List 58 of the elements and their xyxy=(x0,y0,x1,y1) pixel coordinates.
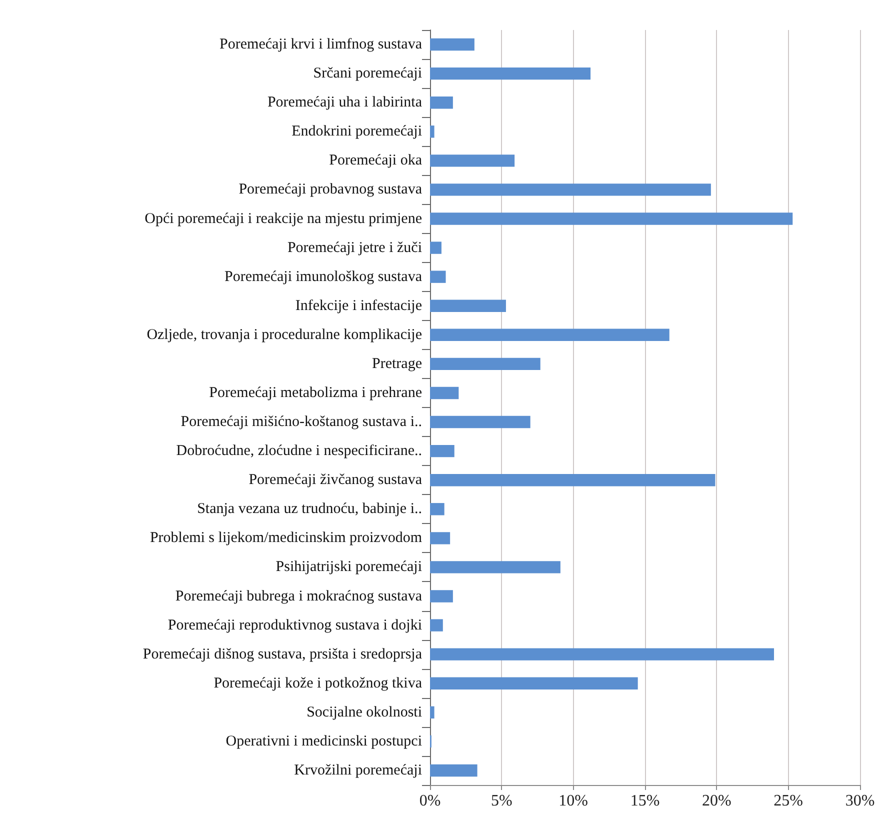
bar xyxy=(430,444,454,458)
bar xyxy=(430,67,591,80)
bar xyxy=(430,358,540,370)
bar xyxy=(430,270,446,283)
bar xyxy=(430,561,560,574)
bar xyxy=(430,96,453,109)
y-tick-label: Psihijatrijski poremećaji xyxy=(276,559,422,576)
y-tick-label: Poremećaji oka xyxy=(329,152,422,169)
y-tick-label: Poremećaji živčanog sustava xyxy=(248,472,422,488)
y-tick-label: Infekcije i infestacije xyxy=(295,298,422,314)
bar xyxy=(430,677,638,690)
y-tick-label: Operativni i medicinski postupci xyxy=(226,733,422,750)
y-tick-label: Endokrini poremećaji xyxy=(292,124,422,140)
y-tick-label: Krvožilni poremećaji xyxy=(294,762,422,778)
y-tick-label: Dobroćudne, zloćudne i nespecificirane.. xyxy=(176,443,422,460)
bar xyxy=(430,474,716,486)
x-tick-label: 5% xyxy=(491,792,512,810)
x-tick-label: 25% xyxy=(774,792,803,810)
bar xyxy=(430,154,515,167)
y-tick-label: Poremećaji kože i potkožnog tkiva xyxy=(214,675,422,692)
y-tick-label: Poremećaji probavnog sustava xyxy=(238,182,422,198)
bar xyxy=(430,503,444,516)
bar xyxy=(430,212,793,225)
bar xyxy=(430,300,506,312)
y-tick-label: Poremećaji jetre i žuči xyxy=(287,240,422,256)
x-tick-label: 20% xyxy=(702,792,732,810)
y-tick-label: Poremećaji reproduktivnog sustava i dojki xyxy=(168,617,422,634)
y-tick-label: Poremećaji imunološkog sustava xyxy=(224,268,422,285)
x-tick-label: 30% xyxy=(845,792,875,810)
bar xyxy=(430,328,670,341)
y-tick-label: Socijalne okolnosti xyxy=(306,704,422,720)
y-tick-label: Poremećaji metabolizma i prehrane xyxy=(209,384,422,401)
y-tick-label: Poremećaji mišićno-koštanog sustava i.. xyxy=(180,414,422,430)
bar xyxy=(430,386,459,400)
bar xyxy=(430,590,453,602)
bar xyxy=(430,619,443,632)
x-tick-label: 0% xyxy=(419,792,441,810)
y-tick-label: Problemi s lijekom/medicinskim proizvodom xyxy=(150,530,422,546)
y-tick-label: Pretrage xyxy=(372,356,422,372)
y-tick-label: Opći poremećaji i reakcije na mjestu primjene xyxy=(144,210,422,227)
x-tick-label: 15% xyxy=(630,792,660,810)
bar xyxy=(430,126,434,138)
y-tick-label: Poremećaji bubrega i mokraćnog sustava xyxy=(175,588,422,604)
x-tick-label: 10% xyxy=(558,792,588,810)
bar xyxy=(430,648,774,660)
y-tick-label: Stanja vezana uz trudnoću, babinje i.. xyxy=(197,501,422,518)
y-tick-label: Poremećaji dišnog sustava, prsišta i sredoprsja xyxy=(142,646,422,662)
bar xyxy=(430,38,474,51)
bar xyxy=(430,184,711,196)
bar xyxy=(430,706,434,718)
bar xyxy=(430,764,478,777)
bar xyxy=(430,416,530,428)
bar xyxy=(430,242,442,254)
y-tick-label: Ozljede, trovanja i proceduralne komplikacije xyxy=(146,326,422,343)
y-tick-label: Poremećaji krvi i limfnog sustava xyxy=(220,36,422,53)
y-tick-label: Srčani poremećaji xyxy=(313,66,422,82)
bar xyxy=(430,532,450,544)
y-tick-label: Poremećaji uha i labirinta xyxy=(267,94,422,111)
